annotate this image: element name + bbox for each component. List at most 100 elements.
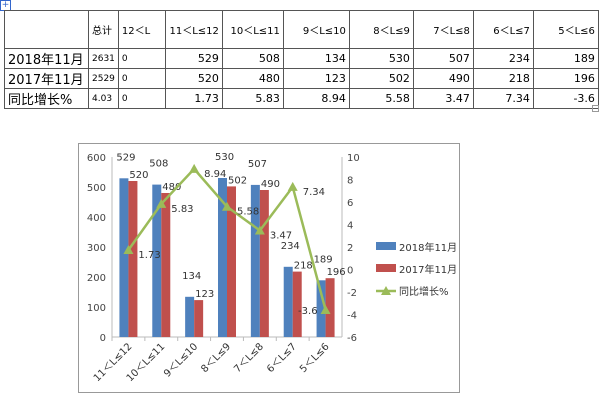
- table-cell: 490: [412, 68, 474, 89]
- table-cell: 2529: [88, 68, 119, 89]
- data-label: 520: [129, 170, 148, 181]
- y-tick-label: 200: [87, 273, 106, 284]
- x-tick-label: 8＜L≤9: [199, 341, 233, 375]
- y2-tick-label: 4: [347, 221, 353, 232]
- x-tick-label: 6＜L≤7: [265, 341, 299, 375]
- table-cell: 502: [348, 68, 414, 89]
- bar-2018: [152, 184, 162, 337]
- table-cell: 0: [117, 68, 166, 89]
- bar-2017: [259, 190, 269, 337]
- legend-swatch: [376, 242, 396, 250]
- bar-2017: [292, 271, 302, 337]
- data-label: 5.83: [171, 204, 193, 215]
- table-cell: 4.03: [88, 88, 119, 109]
- growth-marker: [123, 245, 134, 255]
- legend-swatch: [376, 264, 396, 272]
- column-header: 12＜L: [117, 10, 166, 49]
- data-label: 507: [248, 159, 267, 170]
- data-label: 508: [149, 159, 168, 170]
- table-cell: 7.34: [472, 88, 534, 109]
- column-header: 7＜L≤8: [412, 10, 474, 49]
- data-label: 1.73: [138, 250, 160, 261]
- y2-tick-label: 10: [347, 153, 360, 164]
- data-label: 5.58: [237, 207, 259, 218]
- table-row: 2018年11月 2631 0 529 508 134 530 507 234 189: [4, 48, 599, 69]
- data-label: 490: [261, 179, 280, 190]
- chart: 0 100 200 300 400 500 600 -6 -4 -2 0 2 4 6 8 10 11＜L≤12 1…: [78, 143, 460, 393]
- table-cell: 1.73: [164, 88, 223, 109]
- y-tick-label: 600: [87, 153, 106, 164]
- y2-tick-label: 2: [347, 243, 353, 254]
- y-tick-label: 100: [87, 303, 106, 314]
- data-label: 189: [314, 254, 333, 265]
- bar-2017: [128, 181, 138, 337]
- column-header: 5＜L≤6: [532, 10, 599, 49]
- column-header: 6＜L≤7: [472, 10, 534, 49]
- table-cell: 3.47: [412, 88, 474, 109]
- column-header: 11＜L≤12: [164, 10, 223, 49]
- bar-2017: [194, 300, 204, 337]
- bar-2018: [218, 178, 227, 337]
- column-header: 10＜L≤11: [221, 10, 284, 49]
- y-tick-label: 0: [100, 333, 106, 344]
- data-label: 234: [281, 241, 300, 252]
- table-cell: 508: [221, 48, 284, 69]
- table-cell: 5.83: [221, 88, 284, 109]
- row-label: 2017年11月: [4, 68, 89, 89]
- x-tick-label: 5＜L≤6: [298, 341, 332, 375]
- growth-marker: [287, 181, 298, 191]
- column-header: 9＜L≤10: [282, 10, 350, 49]
- data-label: 529: [116, 152, 135, 163]
- data-label: 7.34: [303, 187, 325, 198]
- table-cell: 529: [164, 48, 223, 69]
- chart-svg: 0100200300400500600-6-4-2024681011＜L≤121…: [87, 152, 457, 384]
- y2-tick-label: -4: [347, 311, 357, 322]
- data-label: 502: [228, 175, 247, 186]
- data-label: 196: [327, 267, 346, 278]
- bar-2018: [316, 280, 326, 337]
- y2-tick-label: 6: [347, 198, 353, 209]
- table-cell: 520: [164, 68, 223, 89]
- table-cell: 5.58: [348, 88, 414, 109]
- growth-marker: [222, 201, 232, 211]
- data-label: 123: [195, 289, 214, 300]
- bar-2018: [283, 266, 293, 337]
- y2-tick-label: 8: [347, 176, 353, 187]
- x-tick-label: 7＜L≤8: [232, 341, 266, 375]
- table-cell: -3.6: [532, 88, 599, 109]
- column-header: [4, 10, 89, 49]
- data-label: -3.6: [298, 306, 318, 317]
- table-cell: 218: [472, 68, 534, 89]
- table-cell: 0: [117, 48, 166, 69]
- table-cell: 8.94: [282, 88, 350, 109]
- table-header-row: 总计 12＜L 11＜L≤12 10＜L≤11 9＜L≤10 8＜L≤9 7＜L≤8 6＜L≤…: [4, 10, 599, 49]
- legend-label: 2018年11月: [399, 241, 457, 254]
- table-resize-handle[interactable]: [592, 105, 599, 112]
- table-cell: 530: [348, 48, 414, 69]
- table-cell: 196: [532, 68, 599, 89]
- data-table: 总计 12＜L 11＜L≤12 10＜L≤11 9＜L≤10 8＜L≤9 7＜L≤8 6＜L≤…: [4, 10, 599, 109]
- growth-marker: [254, 225, 265, 235]
- bar-2017: [161, 193, 171, 337]
- y-tick-label: 500: [87, 183, 106, 194]
- column-header: 总计: [88, 10, 119, 49]
- table-cell: 480: [221, 68, 284, 89]
- bar-2018: [250, 184, 260, 337]
- table-cell: 134: [282, 48, 350, 69]
- data-label: 530: [215, 152, 234, 163]
- legend-marker: [381, 286, 391, 295]
- data-label: 134: [182, 271, 201, 282]
- y-tick-label: 400: [87, 213, 106, 224]
- growth-marker: [189, 163, 200, 173]
- table-row: 2017年11月 2529 0 520 480 123 502 490 218 196: [4, 68, 599, 89]
- y2-tick-label: 0: [347, 266, 353, 277]
- row-label: 2018年11月: [4, 48, 89, 69]
- data-label: 218: [294, 261, 313, 272]
- legend-label: 2017年11月: [399, 263, 457, 276]
- legend-label: 同比增长%: [399, 285, 449, 298]
- column-header: 8＜L≤9: [348, 10, 414, 49]
- table-cell: 0: [117, 88, 166, 109]
- table-cell: 189: [532, 48, 599, 69]
- bar-2018: [119, 178, 129, 337]
- row-label: 同比增长%: [4, 88, 89, 109]
